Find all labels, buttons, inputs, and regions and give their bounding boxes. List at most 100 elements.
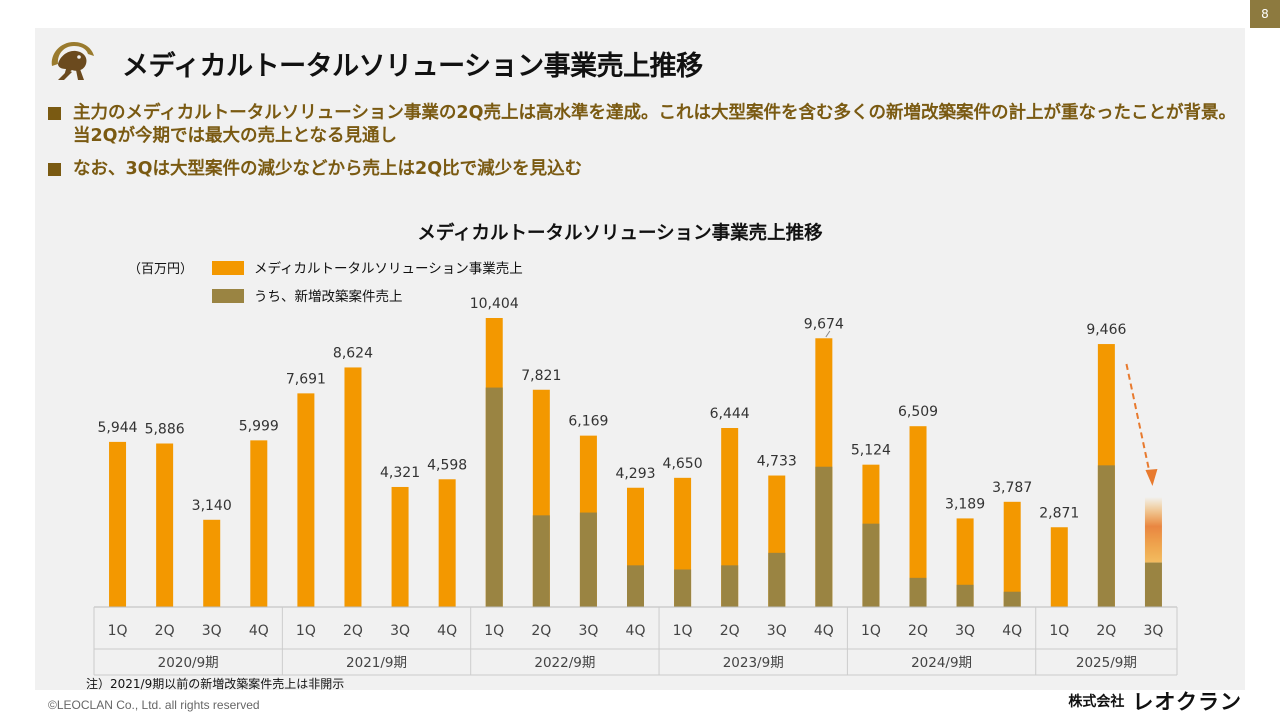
data-label: 6,444 bbox=[710, 406, 750, 422]
bullet-item: なお、3Qは大型案件の減少などから売上は2Q比で減少を見込む bbox=[48, 158, 1238, 181]
tick-label: 3Q bbox=[955, 623, 975, 639]
tick-label: 3Q bbox=[390, 623, 410, 639]
period-label: 2020/9期 bbox=[158, 655, 219, 671]
bar-new-build bbox=[485, 387, 503, 607]
bullet-text: なお、3Qは大型案件の減少などから売上は2Q比で減少を見込む bbox=[73, 159, 583, 179]
bar-new-build bbox=[909, 577, 927, 607]
bar-total bbox=[391, 486, 409, 607]
leader-line bbox=[825, 330, 831, 338]
legend-swatch-total bbox=[212, 261, 244, 275]
data-label: 5,944 bbox=[97, 420, 137, 436]
tick-label: 1Q bbox=[484, 623, 504, 639]
bar-chart: （百万円） メディカルトータルソリューション事業売上 うち、新増改築案件売上 5… bbox=[93, 260, 1178, 676]
period-label: 2021/9期 bbox=[346, 655, 407, 671]
company-logo: 株式会社 レオクラン bbox=[1068, 686, 1242, 716]
period-label: 2024/9期 bbox=[911, 655, 972, 671]
bar-new-build bbox=[956, 584, 974, 607]
tick-label: 2Q bbox=[1096, 623, 1116, 639]
tick-label: 2Q bbox=[720, 623, 740, 639]
bullet-text: 主力のメディカルトータルソリューション事業の2Q売上は高水準を達成。これは大型案… bbox=[73, 103, 1236, 146]
bar-total bbox=[109, 441, 127, 607]
bar-new-build bbox=[1097, 465, 1115, 607]
tick-label: 1Q bbox=[1049, 623, 1069, 639]
tick-label: 2Q bbox=[155, 623, 175, 639]
company-name: レオクラン bbox=[1132, 690, 1242, 714]
tick-label: 4Q bbox=[1002, 623, 1022, 639]
data-label: 9,674 bbox=[804, 316, 844, 332]
data-label: 9,466 bbox=[1086, 322, 1126, 338]
data-label: 7,821 bbox=[521, 368, 561, 384]
data-label: 7,691 bbox=[286, 371, 326, 387]
data-label: 4,598 bbox=[427, 457, 467, 473]
tick-label: 3Q bbox=[202, 623, 222, 639]
legend-label-total: メディカルトータルソリューション事業売上 bbox=[254, 260, 523, 277]
period-label: 2025/9期 bbox=[1076, 655, 1137, 671]
tick-label: 1Q bbox=[861, 623, 881, 639]
bar-new-build bbox=[1144, 562, 1162, 607]
data-label: 8,624 bbox=[333, 345, 373, 361]
tick-label: 2Q bbox=[343, 623, 363, 639]
data-label: 3,189 bbox=[945, 496, 985, 512]
data-label: 4,293 bbox=[615, 466, 655, 482]
data-label: 2,871 bbox=[1039, 505, 1079, 521]
bar-new-build bbox=[815, 466, 833, 607]
bar-new-build bbox=[674, 569, 692, 607]
bar-new-build bbox=[721, 565, 739, 607]
bar-new-build bbox=[768, 552, 786, 607]
legend-label-new-build: うち、新増改築案件売上 bbox=[254, 288, 403, 305]
tick-label: 3Q bbox=[1143, 623, 1163, 639]
bar-total bbox=[156, 443, 174, 607]
tick-label: 1Q bbox=[673, 623, 693, 639]
tick-label: 4Q bbox=[626, 623, 646, 639]
data-label: 4,650 bbox=[663, 456, 703, 472]
data-label: 6,169 bbox=[568, 414, 608, 430]
bar-total bbox=[250, 440, 268, 607]
period-label: 2023/9期 bbox=[723, 655, 784, 671]
chart-title: メディカルトータルソリューション事業売上推移 bbox=[417, 223, 823, 244]
period-label: 2022/9期 bbox=[534, 655, 595, 671]
tick-label: 4Q bbox=[814, 623, 834, 639]
bar-new-build bbox=[627, 565, 644, 607]
data-label: 5,124 bbox=[851, 443, 891, 459]
data-label: 5,999 bbox=[239, 418, 279, 434]
tick-label: 3Q bbox=[767, 623, 787, 639]
data-label: 10,404 bbox=[470, 296, 519, 312]
data-label: 4,733 bbox=[757, 454, 797, 470]
tick-label: 1Q bbox=[108, 623, 128, 639]
data-label: 3,787 bbox=[992, 480, 1032, 496]
forecast-bar bbox=[1144, 497, 1162, 563]
bar-total bbox=[344, 367, 362, 607]
tick-label: 2Q bbox=[908, 623, 928, 639]
bar-new-build bbox=[579, 512, 597, 607]
data-label: 3,140 bbox=[192, 498, 232, 514]
company-prefix: 株式会社 bbox=[1068, 694, 1125, 710]
copyright: ©LEOCLAN Co., Ltd. all rights reserved bbox=[48, 698, 260, 712]
tick-label: 4Q bbox=[437, 623, 457, 639]
bar-total bbox=[1003, 501, 1021, 607]
dashed-arrow-down-icon bbox=[1125, 363, 1158, 486]
bar-new-build bbox=[532, 515, 550, 607]
bar-total bbox=[297, 393, 315, 607]
data-label: 4,321 bbox=[380, 465, 420, 481]
bullet-list: 主力のメディカルトータルソリューション事業の2Q売上は高水準を達成。これは大型案… bbox=[48, 102, 1238, 191]
data-label: 6,509 bbox=[898, 404, 938, 420]
tick-label: 1Q bbox=[296, 623, 316, 639]
bar-new-build bbox=[1003, 591, 1021, 607]
page-number: 8 bbox=[1250, 0, 1280, 28]
footnote: 注）2021/9期以前の新増改築案件売上は非開示 bbox=[86, 677, 345, 691]
tick-label: 4Q bbox=[249, 623, 269, 639]
page-title: メディカルトータルソリューション事業売上推移 bbox=[122, 51, 703, 82]
data-label: 5,886 bbox=[145, 422, 185, 438]
bar-total bbox=[203, 519, 221, 607]
lion-logo-icon bbox=[51, 42, 94, 80]
legend-swatch-new-build bbox=[212, 289, 244, 303]
bullet-square-icon bbox=[48, 107, 61, 120]
bar-total bbox=[1050, 527, 1068, 607]
tick-label: 3Q bbox=[578, 623, 598, 639]
bar-total bbox=[721, 428, 739, 607]
bar-new-build bbox=[862, 523, 880, 607]
bar-total bbox=[438, 479, 456, 607]
bar-total bbox=[909, 426, 927, 607]
tick-label: 2Q bbox=[531, 623, 551, 639]
bullet-square-icon bbox=[48, 163, 61, 176]
